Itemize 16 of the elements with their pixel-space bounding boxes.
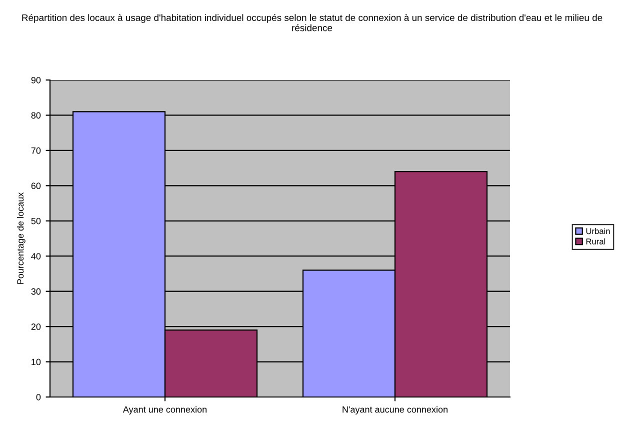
y-tick-label: 90 (31, 76, 41, 84)
x-tick-label: N'ayant aucune connexion (342, 406, 448, 414)
y-axis-title: Pourcentage de locaux (16, 192, 26, 284)
y-tick-label: 50 (31, 218, 41, 224)
y-tick-label: 70 (31, 147, 41, 154)
legend-label: Rural (586, 238, 606, 244)
y-tick-label: 80 (31, 112, 41, 119)
x-tick-label: Ayant une connexion (122, 406, 206, 414)
y-tick-label: 60 (31, 182, 41, 190)
y-tick-label: 0 (36, 394, 41, 400)
y-tick-label: 40 (31, 253, 41, 260)
y-tick-label: 10 (32, 358, 41, 366)
y-tick-label: 30 (31, 288, 41, 295)
legend-label: Urbain (586, 228, 610, 234)
chart-title: Répartition des locaux à usage d'habitation individuel occupés selon le statut de connexion à un service de distribution d'eau et le milieu de résidence (22, 14, 602, 32)
y-tick-label: 20 (31, 324, 41, 330)
